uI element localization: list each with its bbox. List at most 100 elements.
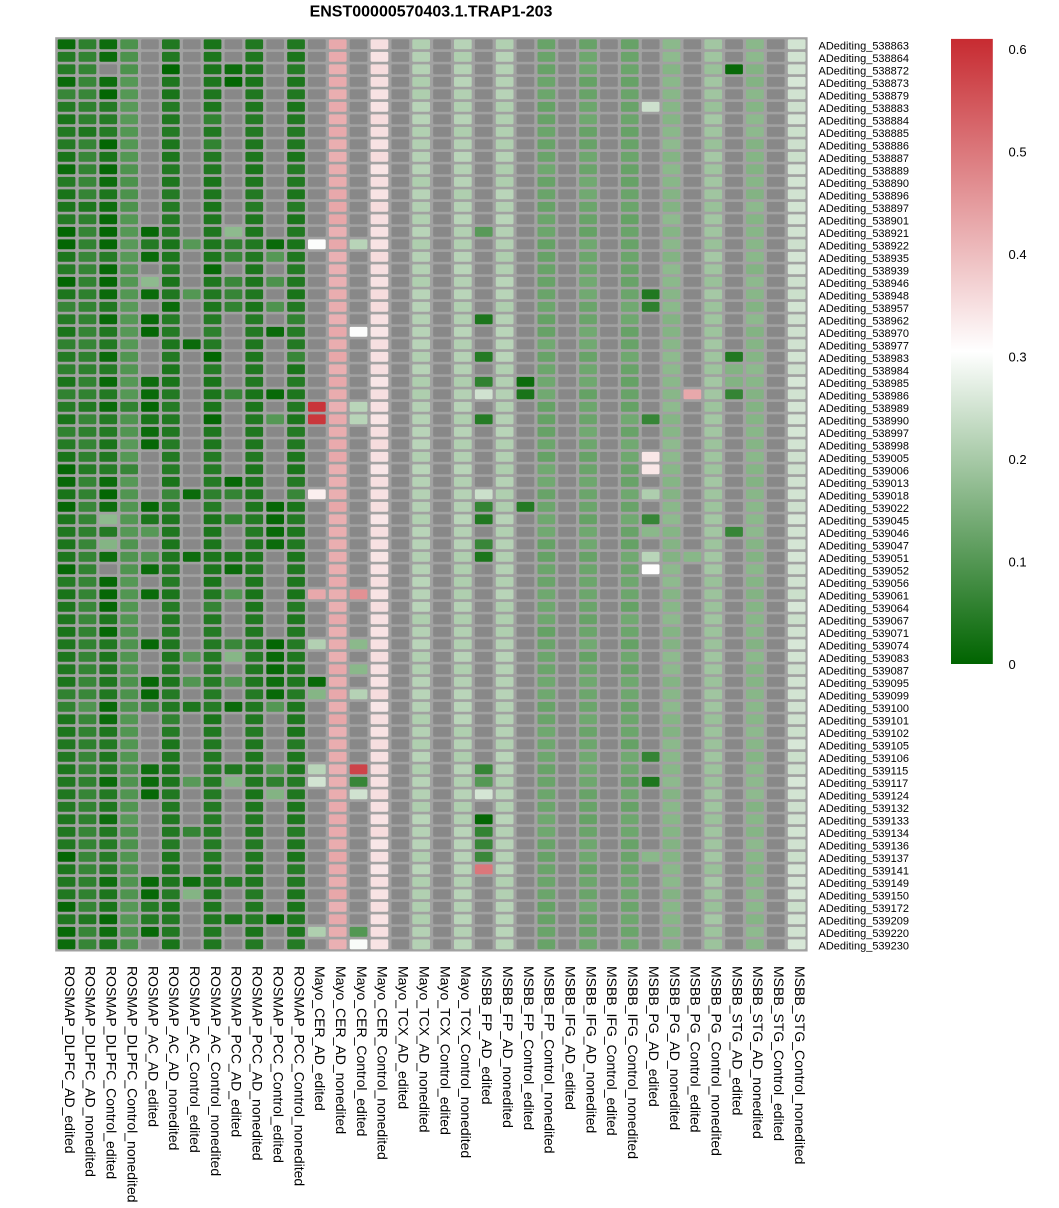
svg-text:0.1: 0.1 [1009, 555, 1027, 570]
svg-text:ADediting_539209: ADediting_539209 [819, 915, 910, 927]
svg-text:ADediting_539137: ADediting_539137 [819, 853, 910, 865]
svg-text:ADediting_538896: ADediting_538896 [819, 190, 910, 202]
svg-text:ROSMAP_PCC_AD_nonedited: ROSMAP_PCC_AD_nonedited [250, 966, 266, 1161]
svg-text:MSBB_PG_Control_edited: MSBB_PG_Control_edited [688, 966, 704, 1133]
svg-text:ROSMAP_AC_Control_edited: ROSMAP_AC_Control_edited [187, 966, 203, 1153]
svg-text:Mayo_TCX_AD_edited: Mayo_TCX_AD_edited [396, 966, 412, 1109]
svg-text:ADediting_539018: ADediting_539018 [819, 490, 910, 502]
svg-text:ADediting_539013: ADediting_539013 [819, 478, 910, 490]
svg-text:MSBB_STG_Control_edited: MSBB_STG_Control_edited [771, 966, 787, 1141]
svg-text:ADediting_538957: ADediting_538957 [819, 303, 910, 315]
svg-text:ADediting_539105: ADediting_539105 [819, 740, 910, 752]
svg-text:ADediting_538879: ADediting_538879 [819, 90, 910, 102]
svg-text:ADediting_538885: ADediting_538885 [819, 128, 910, 140]
svg-text:ADediting_539067: ADediting_539067 [819, 615, 910, 627]
svg-text:MSBB_FP_Control_edited: MSBB_FP_Control_edited [521, 966, 537, 1130]
svg-text:ROSMAP_DLPFC_Control_edited: ROSMAP_DLPFC_Control_edited [104, 966, 120, 1179]
svg-text:ADediting_539124: ADediting_539124 [819, 790, 910, 802]
svg-text:ADediting_538864: ADediting_538864 [819, 53, 910, 65]
svg-text:ADediting_539071: ADediting_539071 [819, 628, 910, 640]
svg-text:ADediting_538983: ADediting_538983 [819, 353, 910, 365]
svg-text:MSBB_IFG_Control_edited: MSBB_IFG_Control_edited [604, 966, 620, 1136]
svg-text:MSBB_PG_AD_edited: MSBB_PG_AD_edited [646, 966, 662, 1107]
svg-text:ENST00000570403.1.TRAP1-203: ENST00000570403.1.TRAP1-203 [310, 4, 553, 21]
svg-text:ROSMAP_DLPFC_Control_nonedited: ROSMAP_DLPFC_Control_nonedited [124, 966, 140, 1203]
svg-text:ADediting_539133: ADediting_539133 [819, 815, 910, 827]
svg-text:MSBB_STG_AD_edited: MSBB_STG_AD_edited [729, 966, 745, 1115]
svg-text:ADediting_538887: ADediting_538887 [819, 153, 910, 165]
svg-text:ADediting_539117: ADediting_539117 [819, 778, 909, 790]
svg-text:ADediting_539220: ADediting_539220 [819, 928, 910, 940]
svg-text:ADediting_539172: ADediting_539172 [819, 903, 910, 915]
svg-text:ADediting_539087: ADediting_539087 [819, 665, 910, 677]
svg-text:ADediting_539099: ADediting_539099 [819, 690, 910, 702]
svg-text:ADediting_539150: ADediting_539150 [819, 890, 910, 902]
svg-text:MSBB_PG_AD_nonedited: MSBB_PG_AD_nonedited [667, 966, 683, 1130]
svg-text:ROSMAP_PCC_AD_edited: ROSMAP_PCC_AD_edited [229, 966, 245, 1137]
svg-text:ADediting_539052: ADediting_539052 [819, 565, 910, 577]
svg-text:ADediting_539115: ADediting_539115 [819, 765, 909, 777]
svg-text:ADediting_539047: ADediting_539047 [819, 540, 910, 552]
svg-text:0.2: 0.2 [1009, 452, 1027, 467]
svg-text:ADediting_538986: ADediting_538986 [819, 390, 910, 402]
svg-text:ADediting_538935: ADediting_538935 [819, 253, 910, 265]
svg-text:ADediting_538897: ADediting_538897 [819, 203, 910, 215]
svg-text:MSBB_IFG_Control_nonedited: MSBB_IFG_Control_nonedited [625, 966, 641, 1159]
svg-text:ADediting_539101: ADediting_539101 [819, 715, 910, 727]
svg-text:ADediting_539074: ADediting_539074 [819, 640, 910, 652]
svg-text:ADediting_538962: ADediting_538962 [819, 315, 910, 327]
svg-text:ADediting_538886: ADediting_538886 [819, 140, 910, 152]
svg-text:ADediting_539095: ADediting_539095 [819, 678, 910, 690]
svg-text:ROSMAP_AC_AD_edited: ROSMAP_AC_AD_edited [145, 966, 161, 1127]
svg-text:ADediting_539134: ADediting_539134 [819, 828, 910, 840]
svg-text:ADediting_538863: ADediting_538863 [819, 40, 910, 52]
svg-text:0: 0 [1009, 657, 1016, 672]
svg-text:ADediting_538901: ADediting_538901 [819, 215, 910, 227]
svg-text:ADediting_538884: ADediting_538884 [819, 115, 910, 127]
svg-text:ADediting_539051: ADediting_539051 [819, 553, 910, 565]
svg-text:ADediting_538997: ADediting_538997 [819, 428, 910, 440]
svg-text:ADediting_538883: ADediting_538883 [819, 103, 910, 115]
svg-text:ADediting_539046: ADediting_539046 [819, 528, 910, 540]
svg-text:ROSMAP_DLPFC_AD_nonedited: ROSMAP_DLPFC_AD_nonedited [83, 966, 99, 1177]
svg-text:ADediting_539100: ADediting_539100 [819, 703, 910, 715]
svg-text:ADediting_539045: ADediting_539045 [819, 515, 910, 527]
svg-text:ADediting_538985: ADediting_538985 [819, 378, 910, 390]
svg-text:0.5: 0.5 [1009, 145, 1027, 160]
svg-text:ADediting_538984: ADediting_538984 [819, 365, 910, 377]
svg-text:MSBB_IFG_AD_nonedited: MSBB_IFG_AD_nonedited [583, 966, 599, 1133]
svg-text:ADediting_539141: ADediting_539141 [819, 865, 910, 877]
svg-text:Mayo_CER_Control_nonedited: Mayo_CER_Control_nonedited [375, 966, 391, 1160]
svg-text:Mayo_TCX_AD_nonedited: Mayo_TCX_AD_nonedited [416, 966, 432, 1133]
svg-text:ADediting_538872: ADediting_538872 [819, 65, 910, 77]
svg-text:ADediting_538921: ADediting_538921 [819, 228, 910, 240]
svg-text:ADediting_538939: ADediting_538939 [819, 265, 910, 277]
svg-text:MSBB_IFG_AD_edited: MSBB_IFG_AD_edited [563, 966, 579, 1110]
svg-text:ADediting_539106: ADediting_539106 [819, 753, 910, 765]
svg-text:ADediting_539061: ADediting_539061 [819, 590, 910, 602]
svg-text:Mayo_TCX_Control_nonedited: Mayo_TCX_Control_nonedited [458, 966, 474, 1158]
svg-text:ROSMAP_AC_AD_nonedited: ROSMAP_AC_AD_nonedited [166, 966, 182, 1150]
svg-text:ADediting_538977: ADediting_538977 [819, 340, 910, 352]
svg-text:ADediting_539064: ADediting_539064 [819, 603, 910, 615]
svg-text:MSBB_STG_AD_nonedited: MSBB_STG_AD_nonedited [750, 966, 766, 1139]
svg-text:MSBB_PG_Control_nonedited: MSBB_PG_Control_nonedited [709, 966, 725, 1156]
svg-text:ADediting_538890: ADediting_538890 [819, 178, 910, 190]
svg-text:ADediting_539230: ADediting_539230 [819, 940, 910, 952]
svg-text:ADediting_539083: ADediting_539083 [819, 653, 910, 665]
svg-text:ADediting_538970: ADediting_538970 [819, 328, 910, 340]
svg-text:MSBB_FP_Control_nonedited: MSBB_FP_Control_nonedited [542, 966, 558, 1154]
svg-text:ROSMAP_PCC_Control_edited: ROSMAP_PCC_Control_edited [270, 966, 286, 1163]
svg-text:ADediting_539056: ADediting_539056 [819, 578, 910, 590]
svg-text:ADediting_539149: ADediting_539149 [819, 878, 910, 890]
svg-text:ADediting_538922: ADediting_538922 [819, 240, 910, 252]
svg-text:MSBB_FP_AD_nonedited: MSBB_FP_AD_nonedited [500, 966, 516, 1128]
svg-text:ADediting_539022: ADediting_539022 [819, 503, 910, 515]
svg-text:ROSMAP_PCC_Control_nonedited: ROSMAP_PCC_Control_nonedited [291, 966, 307, 1186]
svg-text:0.6: 0.6 [1009, 42, 1027, 57]
svg-text:ADediting_539006: ADediting_539006 [819, 465, 910, 477]
svg-text:ROSMAP_DLPFC_AD_edited: ROSMAP_DLPFC_AD_edited [62, 966, 78, 1154]
svg-text:MSBB_STG_Control_nonedited: MSBB_STG_Control_nonedited [792, 966, 808, 1164]
svg-text:ADediting_539136: ADediting_539136 [819, 840, 910, 852]
svg-text:ADediting_538998: ADediting_538998 [819, 440, 910, 452]
